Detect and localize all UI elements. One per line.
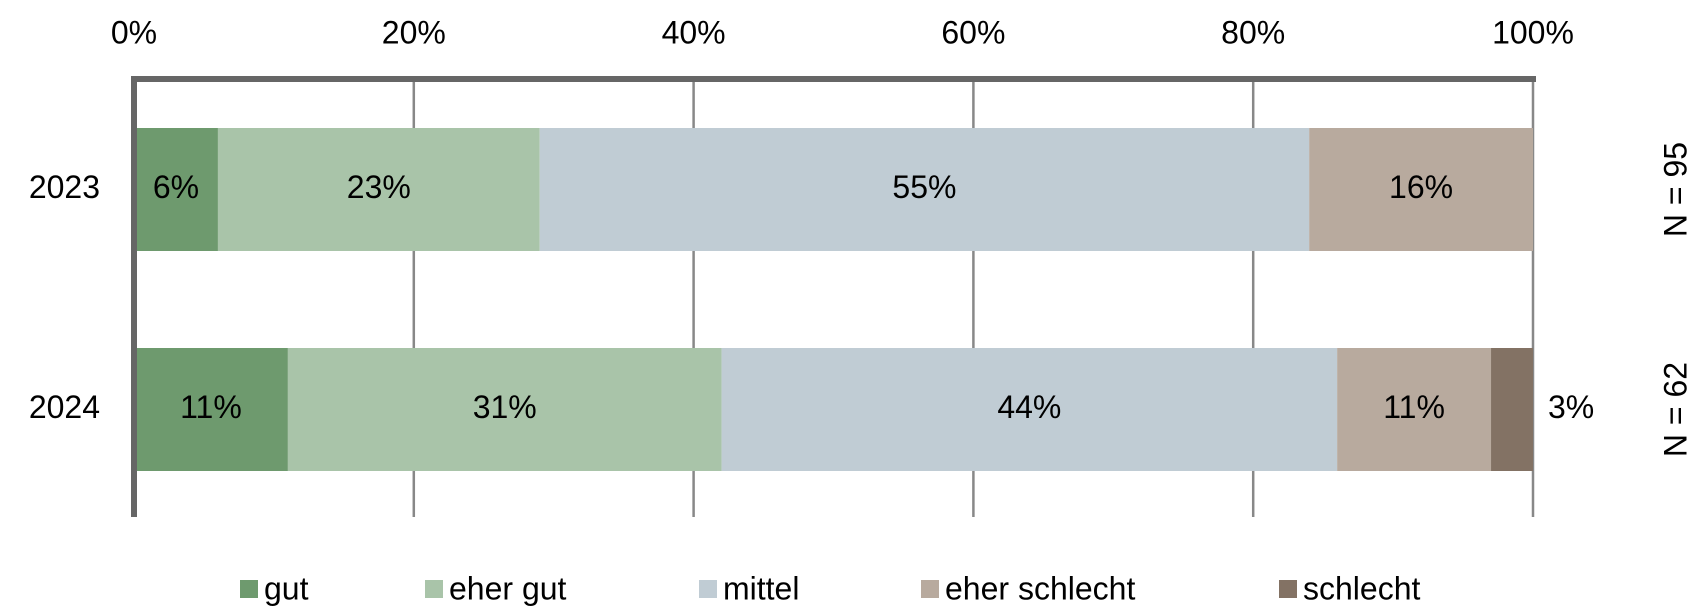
- x-tick-label: 20%: [382, 14, 446, 50]
- data-label: 11%: [1383, 389, 1445, 425]
- data-label: 6%: [153, 169, 199, 205]
- annotation: N = 95: [1657, 142, 1693, 237]
- legend-label: schlecht: [1303, 570, 1421, 606]
- y-tick-label: 2024: [29, 389, 100, 425]
- data-label: 44%: [997, 389, 1061, 425]
- legend-swatch: [699, 580, 717, 598]
- data-label: 16%: [1389, 169, 1453, 205]
- bar-segment: [539, 128, 1310, 251]
- legend-swatch: [1279, 580, 1297, 598]
- bar-segment: [217, 128, 540, 251]
- bar-segment: [287, 348, 722, 471]
- bar-segment: [721, 348, 1338, 471]
- legend-swatch: [425, 580, 443, 598]
- legend-label: mittel: [723, 570, 799, 606]
- x-tick-label: 0%: [111, 14, 157, 50]
- x-tick-label: 40%: [662, 14, 726, 50]
- annotation: N = 62: [1657, 362, 1693, 457]
- data-label: 55%: [892, 169, 956, 205]
- bar-segment: [1491, 348, 1533, 471]
- y-tick-label: 2023: [29, 169, 100, 205]
- bar-segment: [1309, 128, 1533, 251]
- data-label: 31%: [473, 389, 537, 425]
- x-tick-label: 100%: [1492, 14, 1574, 50]
- legend-swatch: [921, 580, 939, 598]
- x-tick-label: 80%: [1221, 14, 1285, 50]
- bar-segment: [134, 348, 288, 471]
- data-label: 3%: [1548, 389, 1594, 425]
- bar-segment: [1337, 348, 1492, 471]
- legend-label: eher gut: [449, 570, 567, 606]
- legend-label: gut: [264, 570, 309, 606]
- data-label: 23%: [347, 169, 411, 205]
- bar-segment: [134, 128, 218, 251]
- data-label: 11%: [180, 389, 242, 425]
- legend-swatch: [240, 580, 258, 598]
- x-tick-label: 60%: [941, 14, 1005, 50]
- legend-label: eher schlecht: [945, 570, 1135, 606]
